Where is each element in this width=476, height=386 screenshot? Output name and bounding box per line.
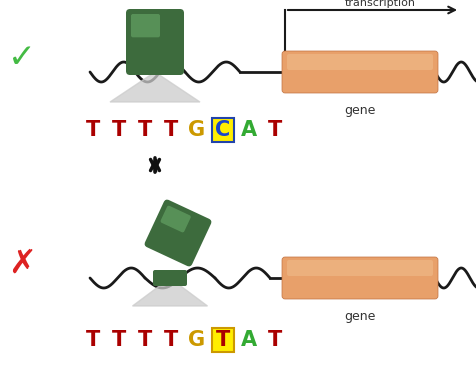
Text: T: T [86,330,100,350]
FancyBboxPatch shape [153,270,187,286]
Text: T: T [268,120,281,140]
FancyBboxPatch shape [144,200,211,266]
Bar [211,118,234,142]
Text: ✓: ✓ [8,41,36,73]
FancyBboxPatch shape [281,257,437,299]
Polygon shape [110,72,199,102]
Text: A: A [240,120,257,140]
FancyBboxPatch shape [287,260,432,276]
FancyBboxPatch shape [160,206,190,232]
Text: T: T [112,120,126,140]
Text: G: G [188,330,205,350]
Text: G: G [188,120,205,140]
FancyBboxPatch shape [126,9,184,75]
Text: T: T [164,330,178,350]
Text: gene: gene [344,310,375,323]
Text: T: T [216,330,229,350]
Bar [211,328,234,352]
Text: T: T [86,120,100,140]
Text: T: T [138,120,152,140]
Text: transcription: transcription [344,0,415,8]
Text: T: T [268,330,281,350]
Polygon shape [132,278,207,306]
FancyBboxPatch shape [281,51,437,93]
Text: gene: gene [344,104,375,117]
Text: C: C [215,120,230,140]
Text: ✗: ✗ [8,247,36,279]
FancyBboxPatch shape [287,54,432,70]
Text: A: A [240,330,257,350]
Text: T: T [164,120,178,140]
FancyBboxPatch shape [131,14,159,37]
Text: T: T [112,330,126,350]
Text: T: T [138,330,152,350]
